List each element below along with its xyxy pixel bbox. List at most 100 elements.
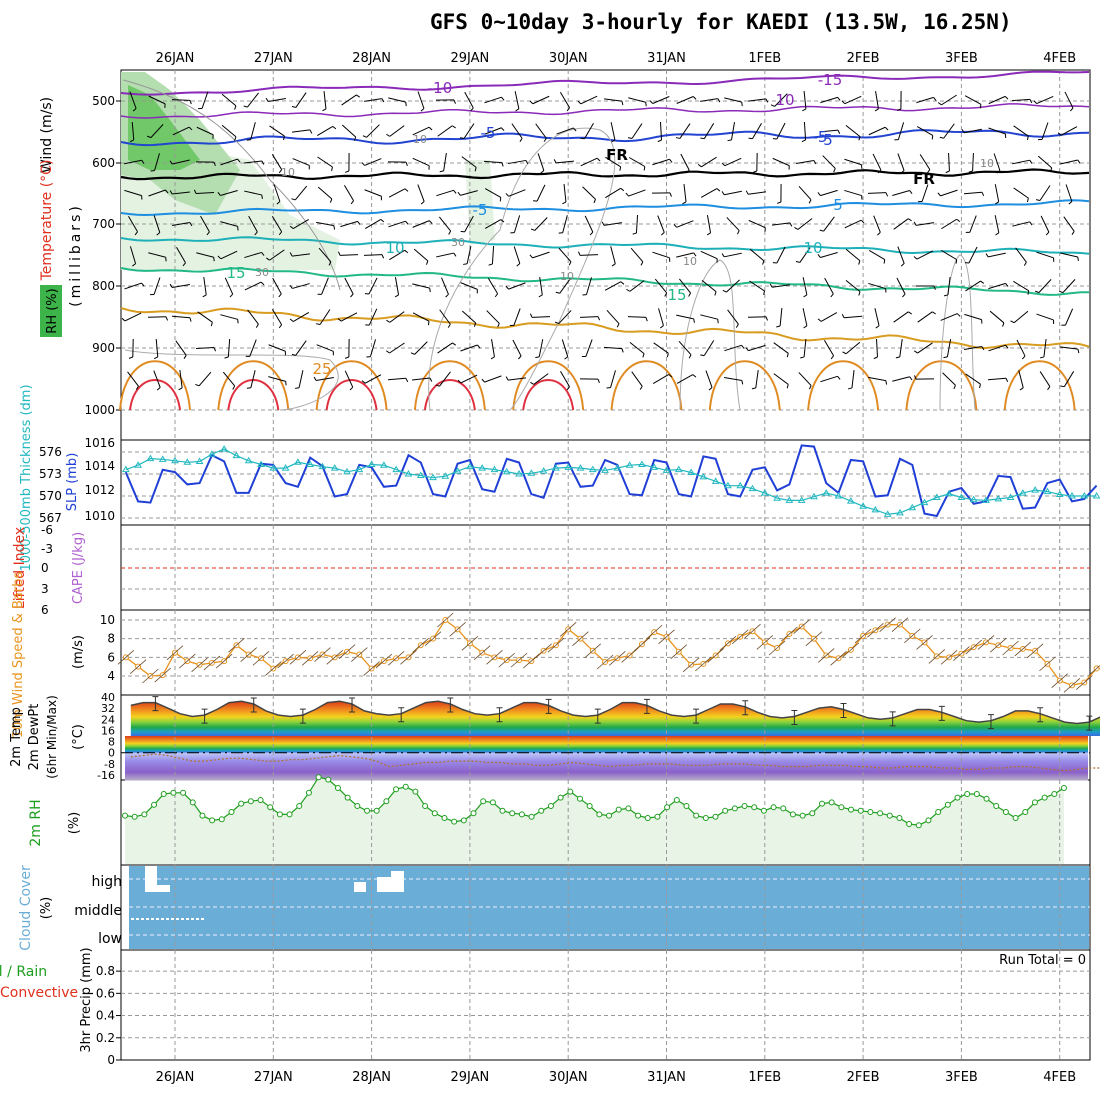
wind-barb bbox=[562, 215, 568, 233]
wind-barb bbox=[389, 125, 405, 137]
rh-point bbox=[373, 807, 380, 814]
ylabel-rh: RH (%) bbox=[45, 288, 60, 333]
wind-barb bbox=[916, 126, 934, 136]
li-tick-label: 0 bbox=[41, 561, 49, 575]
rh-point bbox=[218, 816, 225, 823]
bottom-date-label: 27JAN bbox=[254, 1070, 293, 1085]
wind-barb bbox=[724, 377, 742, 381]
wind-barb bbox=[200, 215, 210, 233]
wind-barb-flag bbox=[909, 190, 913, 195]
rh-point bbox=[731, 805, 738, 812]
wind-contour bbox=[939, 254, 976, 411]
rh-point bbox=[770, 804, 777, 811]
rh-point bbox=[199, 812, 206, 819]
wind-barb bbox=[919, 154, 931, 170]
wind-barb-flag bbox=[735, 323, 739, 328]
rh-point bbox=[596, 811, 603, 818]
wind-barb-flag bbox=[553, 159, 557, 164]
wind-barb bbox=[247, 92, 259, 108]
wind10-barb bbox=[289, 650, 307, 665]
wind-barb-flag bbox=[448, 230, 452, 235]
wind-barb-flag bbox=[530, 381, 535, 385]
wind-barb bbox=[269, 125, 285, 137]
wind10-barb bbox=[277, 653, 294, 669]
ylabel-6hr-minmax: (6hr Min/Max) bbox=[45, 695, 59, 779]
wind-barb-flag bbox=[405, 102, 407, 107]
wind-barb-flag bbox=[473, 322, 477, 327]
rh-point bbox=[151, 801, 158, 808]
wind-barb bbox=[179, 370, 183, 388]
wind-barb bbox=[752, 122, 762, 140]
isotherm-25 bbox=[119, 360, 191, 411]
isotherm-minus10-lower bbox=[120, 103, 1090, 119]
wind-barb bbox=[844, 158, 862, 166]
wind-barb-flag bbox=[425, 260, 429, 265]
wind-barb bbox=[940, 313, 958, 321]
wind-barb-flag bbox=[237, 158, 241, 163]
wind-barb-flag bbox=[682, 201, 687, 205]
wind-barb bbox=[580, 95, 598, 105]
wind-barb bbox=[388, 188, 406, 198]
wind-barb bbox=[873, 215, 881, 233]
minmax-bar bbox=[693, 708, 700, 724]
thickness-point bbox=[773, 494, 781, 501]
thickness-point bbox=[121, 465, 130, 473]
wind-barb bbox=[988, 127, 1006, 135]
wind-barb bbox=[820, 375, 838, 383]
top-date-label: 28JAN bbox=[352, 51, 391, 66]
ylabel-2m-temp: 2m Temp bbox=[9, 707, 24, 767]
thickness-point bbox=[466, 462, 474, 470]
thickness-point bbox=[969, 495, 978, 503]
wind-barb-flag bbox=[261, 194, 263, 199]
wind-barb bbox=[323, 90, 327, 110]
wind-barb bbox=[292, 129, 310, 133]
wind-barb-flag bbox=[649, 100, 654, 104]
thickness-tick-label: 570 bbox=[39, 489, 62, 503]
bottom-date-axis: 26JAN 27JAN 28JAN 29JAN 30JAN 31JAN 1FEB 2FEB 3F… bbox=[156, 1070, 1077, 1085]
isotherm-25 bbox=[610, 360, 683, 411]
rh-point bbox=[673, 797, 680, 803]
thickness-point bbox=[195, 457, 204, 465]
high-cloud-block bbox=[377, 877, 391, 892]
wind-barb-flag bbox=[189, 100, 192, 105]
rh-point bbox=[828, 799, 835, 806]
wind10-barb bbox=[916, 635, 933, 650]
wind-barb bbox=[1060, 159, 1078, 165]
wind-barb bbox=[366, 124, 380, 138]
wind-barb bbox=[843, 315, 863, 319]
wind-barb bbox=[417, 91, 425, 109]
wind-barb-flag bbox=[1033, 100, 1038, 104]
wind-barb bbox=[724, 344, 742, 352]
wind-barb-flag bbox=[813, 160, 817, 165]
wind-barb-flag bbox=[229, 293, 234, 298]
isotherm-25 bbox=[905, 360, 978, 411]
wind-barb bbox=[535, 123, 547, 139]
wind-barb bbox=[845, 341, 861, 355]
wind-barb-flag bbox=[1019, 387, 1024, 391]
wind10-barb bbox=[658, 629, 675, 645]
thickness-point bbox=[810, 492, 818, 500]
wind10-barb bbox=[166, 645, 184, 660]
wind-barb bbox=[749, 248, 765, 262]
thickness-point bbox=[662, 466, 671, 473]
rh-point bbox=[693, 812, 700, 819]
wind-barb-flag bbox=[956, 218, 961, 223]
thickness-tick-label: 573 bbox=[39, 467, 62, 481]
wind-barb bbox=[412, 157, 430, 167]
wind-barb-flag bbox=[344, 356, 350, 359]
wind-barb-flag bbox=[429, 288, 431, 293]
wind-barb bbox=[851, 370, 855, 388]
wind-barb-flag bbox=[453, 99, 456, 104]
wind-barb-flag bbox=[505, 193, 510, 197]
wind-barb-flag bbox=[224, 356, 229, 359]
wind-barb-flag bbox=[877, 231, 881, 236]
rh-point bbox=[867, 809, 874, 815]
rh-point bbox=[944, 801, 951, 808]
bottom-date-label: 29JAN bbox=[451, 1070, 490, 1085]
isotherm-30 bbox=[423, 379, 476, 411]
wind-barb-flag bbox=[246, 387, 251, 389]
isotherm-30 bbox=[522, 379, 575, 411]
thickness-point bbox=[822, 489, 831, 496]
wind-barb-flag bbox=[697, 164, 702, 168]
wind-barb-flag bbox=[410, 352, 415, 355]
